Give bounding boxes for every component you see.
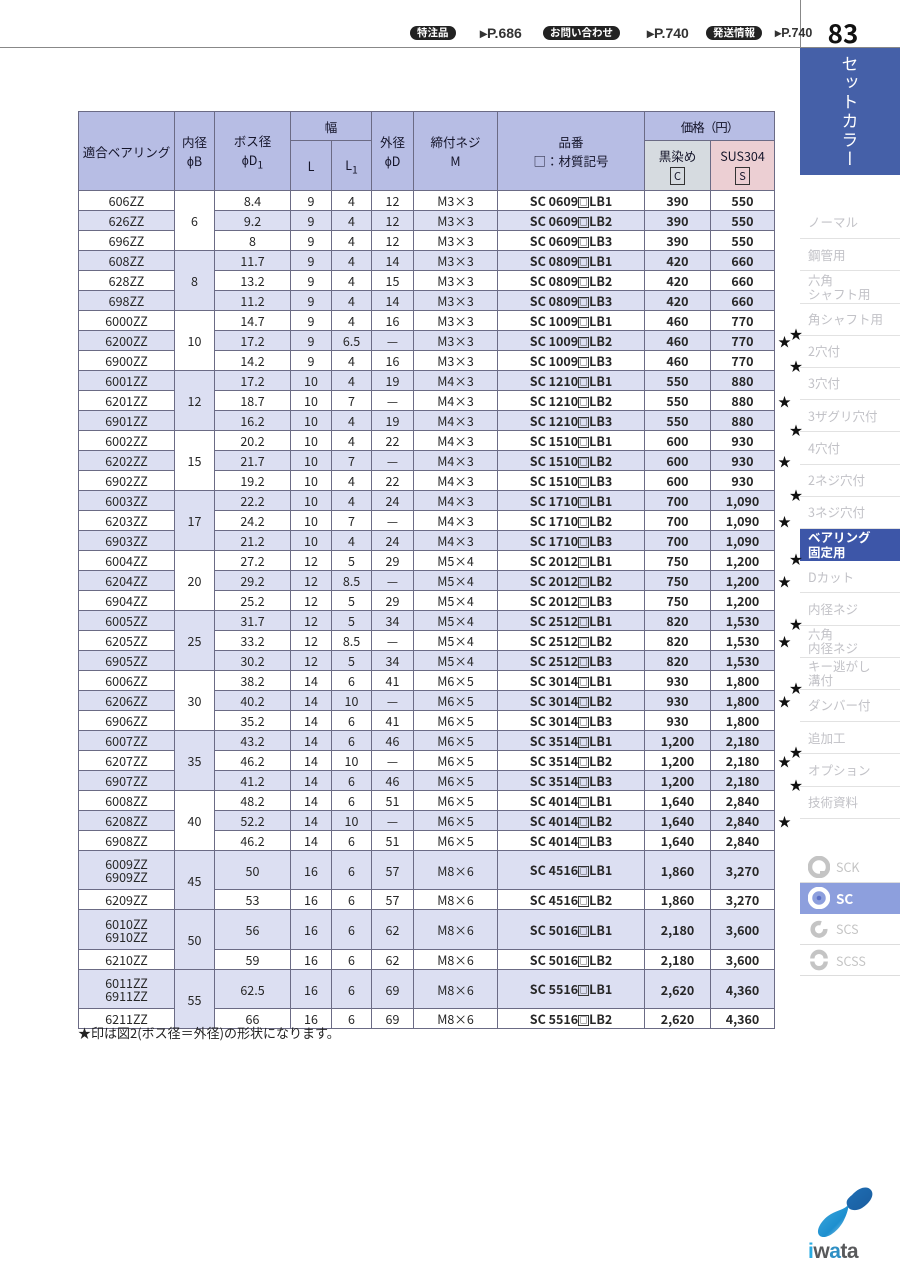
- svg-text:iwata: iwata: [808, 1240, 859, 1263]
